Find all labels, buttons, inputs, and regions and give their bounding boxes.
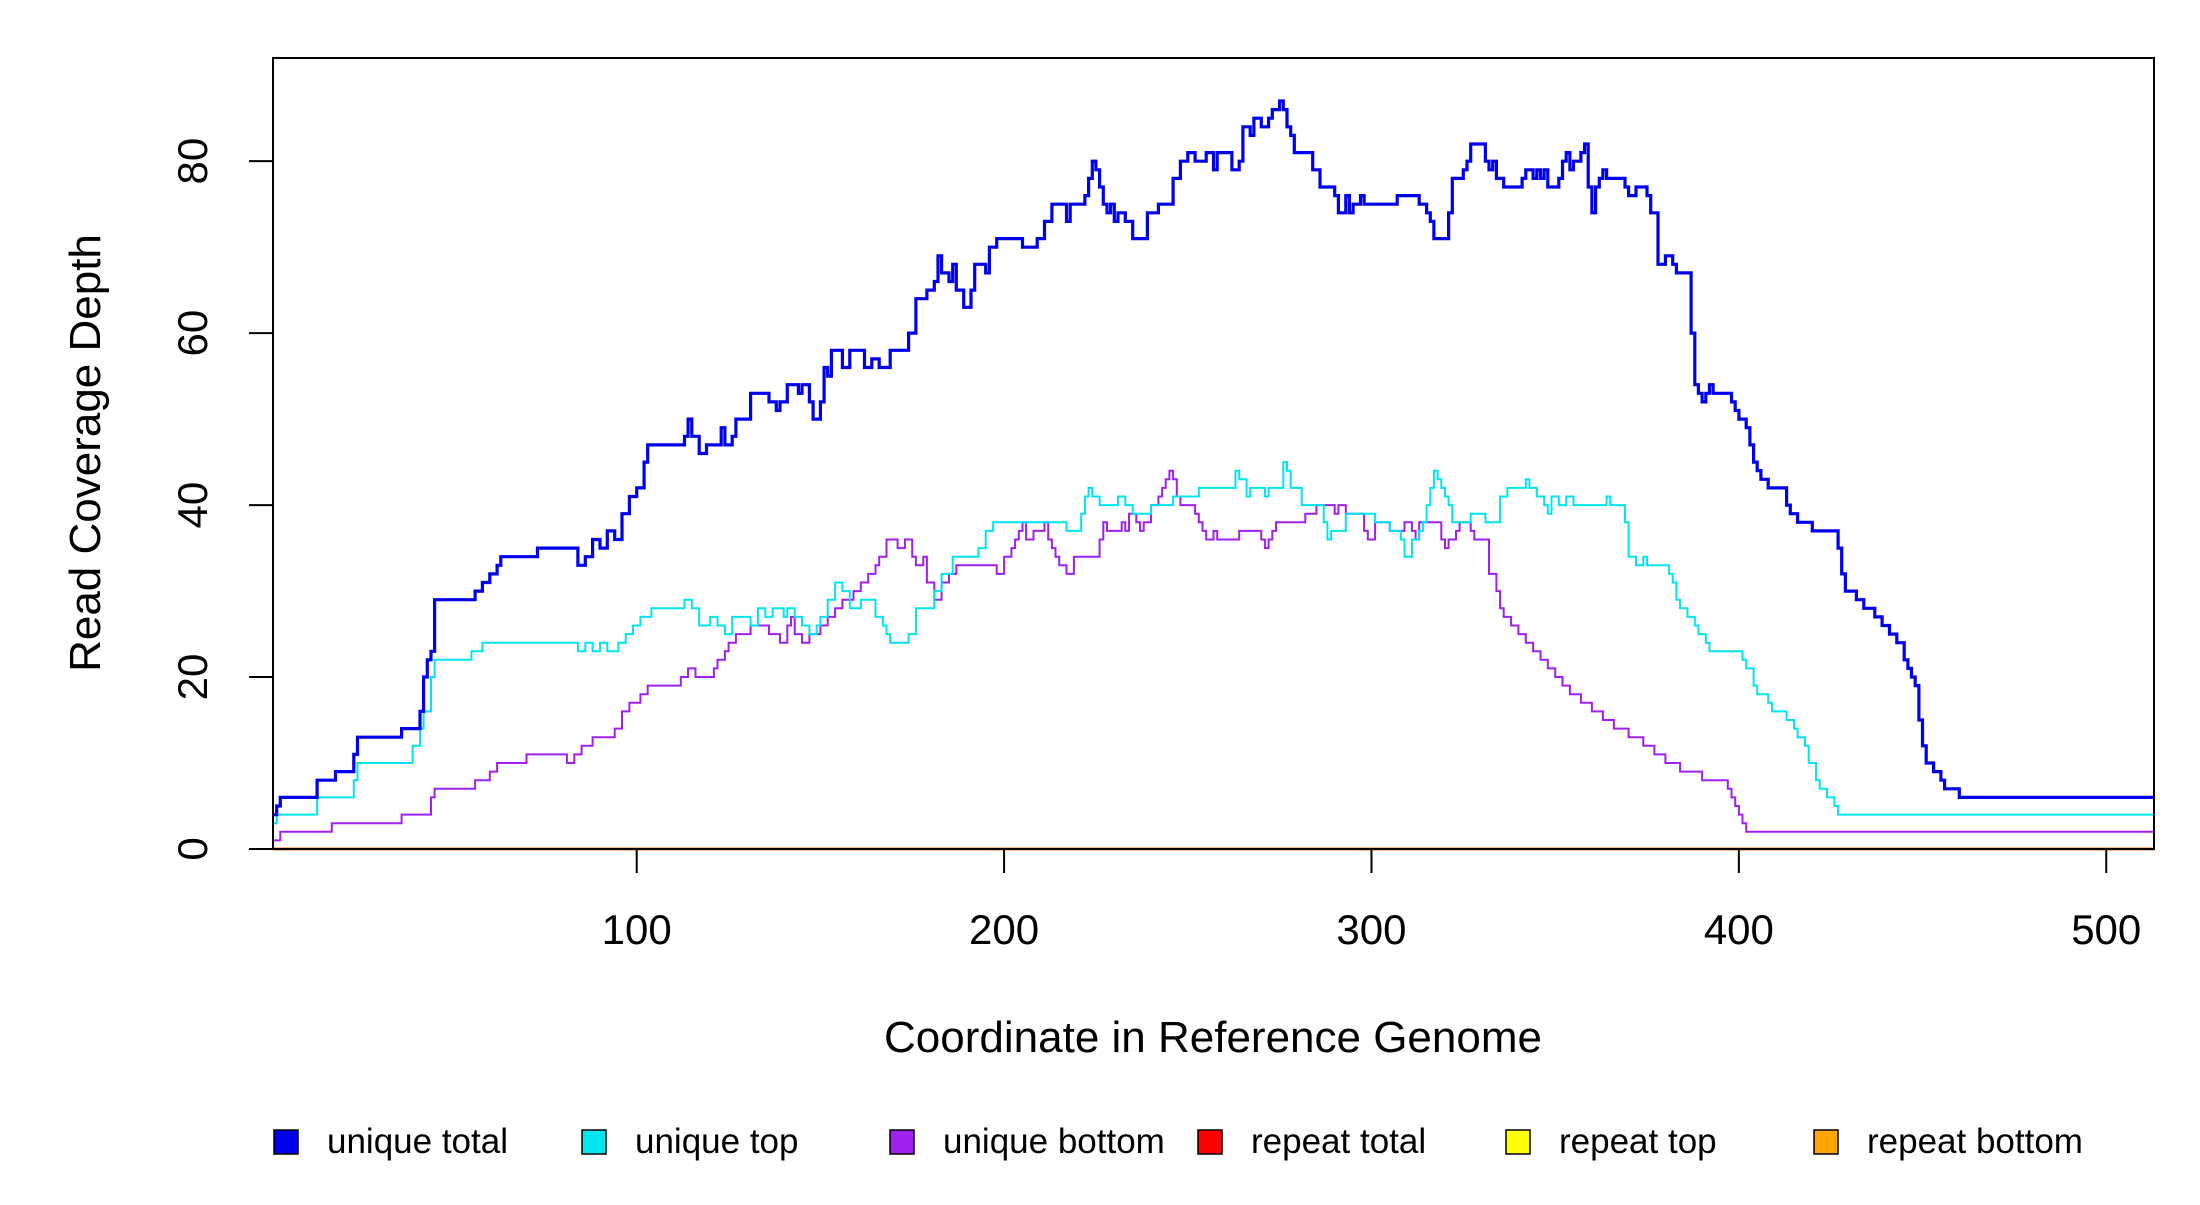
legend-label-repeat-total: repeat total xyxy=(1251,1122,1426,1161)
y-tick-label: 0 xyxy=(169,837,216,860)
legend-swatch-unique-bottom xyxy=(889,1129,915,1155)
x-tick-label: 500 xyxy=(2071,906,2141,953)
legend-swatch-repeat-total xyxy=(1197,1129,1223,1155)
y-tick-label: 40 xyxy=(169,482,216,529)
y-axis-title: Read Coverage Depth xyxy=(61,234,110,672)
legend-label-unique-top: unique top xyxy=(635,1122,798,1161)
legend-swatch-unique-total xyxy=(273,1129,299,1155)
axes-layer: 100 200 300 400 500 0 20 40 60 80 xyxy=(169,138,2141,953)
x-axis-title: Coordinate in Reference Genome xyxy=(884,1013,1542,1062)
series-layer xyxy=(273,99,2154,851)
x-tick-label: 100 xyxy=(602,906,672,953)
legend-swatch-repeat-top xyxy=(1505,1129,1531,1155)
legend-label-unique-bottom: unique bottom xyxy=(943,1122,1165,1161)
plot-frame xyxy=(272,57,2155,850)
x-tick-label: 400 xyxy=(1704,906,1774,953)
series-line-unique-top xyxy=(273,461,2154,825)
series-line-unique-total xyxy=(273,99,2154,817)
series-line-unique-bottom xyxy=(273,469,2154,842)
y-tick-label: 60 xyxy=(169,310,216,357)
legend-swatch-repeat-bottom xyxy=(1813,1129,1839,1155)
y-tick-label: 80 xyxy=(169,138,216,185)
y-tick-label: 20 xyxy=(169,654,216,701)
legend-label-repeat-top: repeat top xyxy=(1559,1122,1717,1161)
legend-swatch-unique-top xyxy=(581,1129,607,1155)
x-tick-label: 200 xyxy=(969,906,1039,953)
legend-label-repeat-bottom: repeat bottom xyxy=(1867,1122,2083,1161)
legend: unique total unique top unique bottom repea… xyxy=(273,1122,2083,1161)
x-tick-label: 300 xyxy=(1336,906,1406,953)
legend-label-unique-total: unique total xyxy=(327,1122,508,1161)
